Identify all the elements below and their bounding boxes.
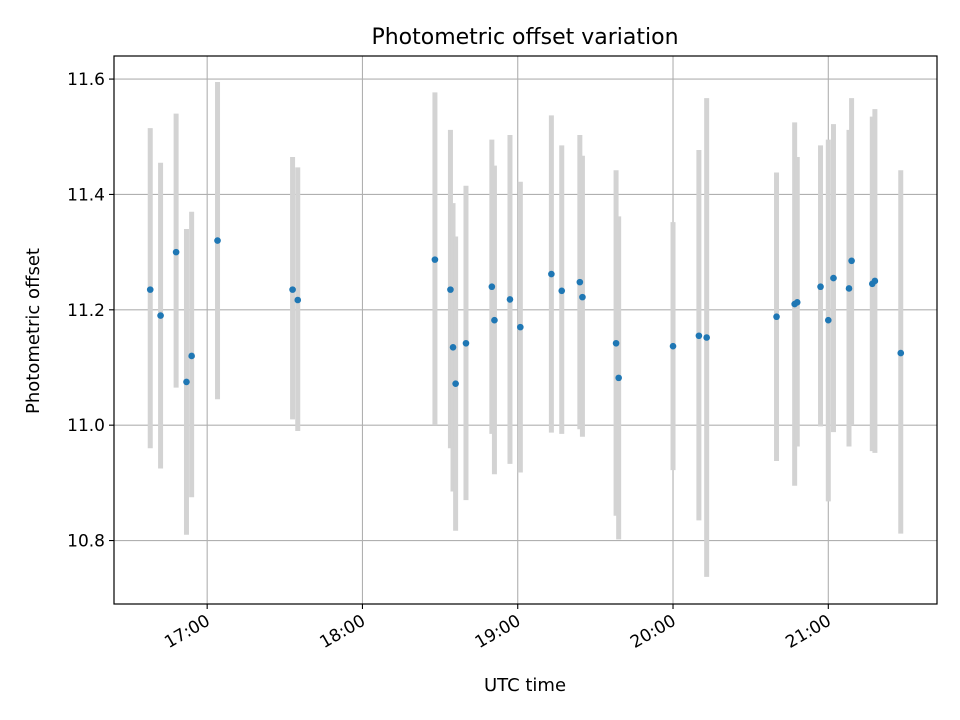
y-tick-label: 11.6 [67, 70, 105, 90]
y-axis-label: Photometric offset [23, 248, 44, 414]
data-point [491, 316, 498, 324]
data-point [871, 277, 879, 285]
data-point [488, 283, 496, 291]
data-point [462, 339, 470, 347]
data-point [172, 248, 180, 256]
data-point [289, 286, 296, 293]
data-point [214, 237, 221, 244]
data-point [897, 349, 905, 357]
data-point [558, 287, 566, 295]
data-point [579, 293, 586, 301]
data-point [825, 316, 832, 324]
y-tick-label: 11.0 [67, 416, 105, 436]
data-point [449, 344, 457, 351]
data-point [431, 256, 439, 263]
data-point [615, 374, 622, 382]
data-point [447, 286, 454, 293]
x-axis-label: UTC time [484, 675, 566, 696]
data-point [576, 278, 584, 286]
y-tick-label: 11.2 [67, 301, 105, 321]
data-point [146, 286, 154, 293]
data-point [695, 332, 703, 340]
data-point [773, 313, 780, 321]
chart-title: Photometric offset variation [371, 25, 678, 50]
data-point [845, 285, 853, 292]
y-tick-label: 11.4 [67, 185, 105, 205]
y-tick-label: 10.8 [67, 532, 105, 552]
data-point [506, 296, 514, 303]
data-point [703, 334, 710, 341]
data-point [612, 339, 620, 347]
data-point [830, 274, 837, 282]
data-point [793, 299, 801, 306]
plot-frame [113, 55, 938, 605]
data-point [294, 296, 302, 304]
data-point [517, 323, 524, 331]
data-point [183, 378, 190, 386]
data-point [669, 342, 677, 350]
data-point [848, 257, 855, 265]
data-point [157, 312, 164, 319]
data-point [817, 283, 824, 291]
data-point [548, 270, 555, 278]
data-point [188, 352, 195, 360]
data-point [452, 380, 459, 387]
y-axis: 10.8 11.0 11.2 11.4 11.6 [67, 70, 114, 552]
data-points [146, 237, 905, 387]
